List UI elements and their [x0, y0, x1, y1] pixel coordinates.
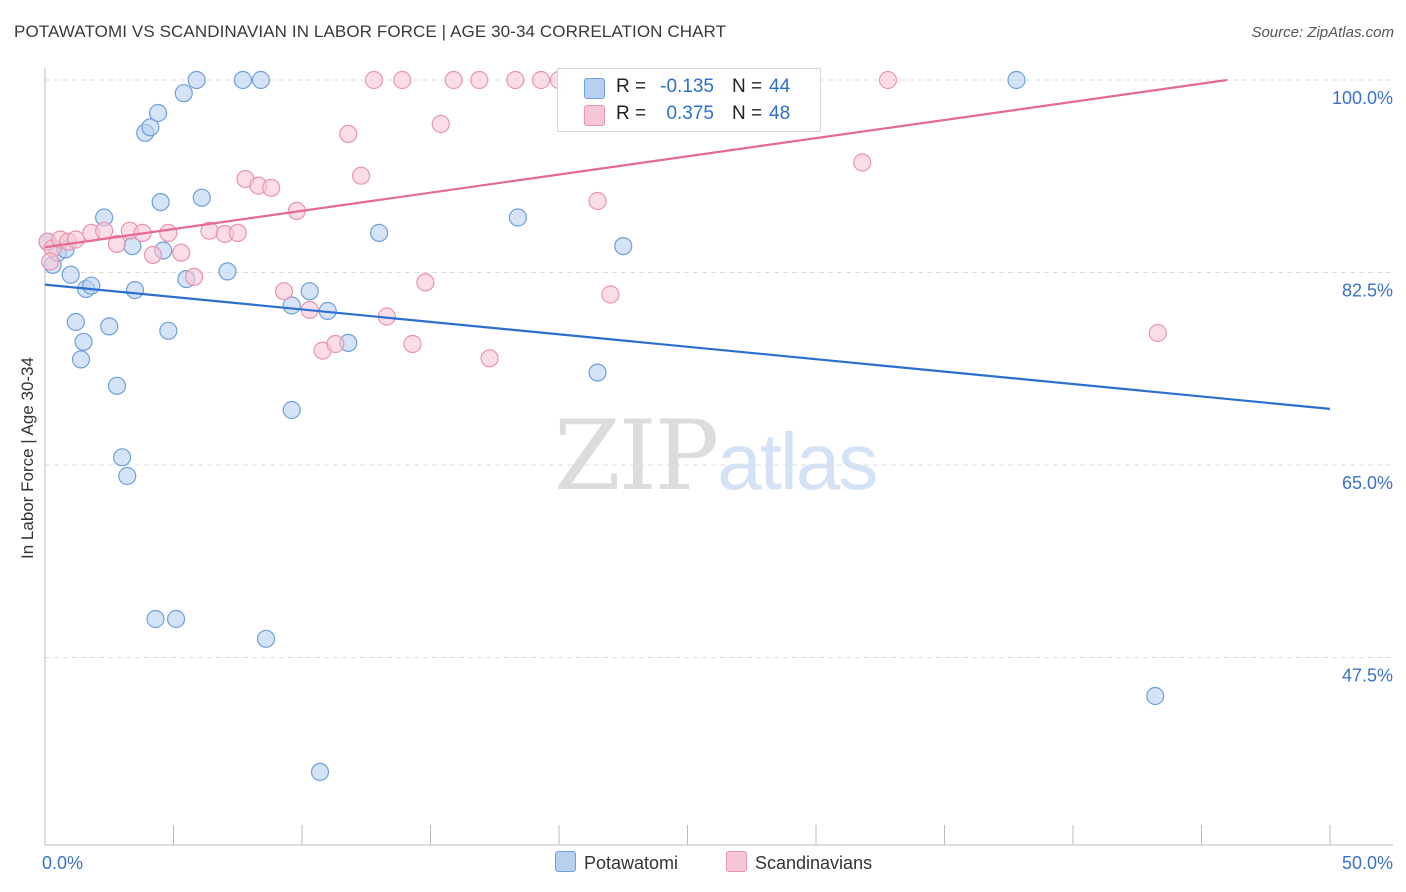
point-potawatomi	[125, 281, 145, 300]
point-scandinavians	[339, 124, 358, 143]
y-axis-label: In Labor Force | Age 30-34	[18, 357, 37, 559]
point-scandinavians	[1148, 323, 1167, 343]
point-scandinavians	[326, 334, 345, 354]
point-scandinavians	[364, 70, 384, 90]
point-potawatomi	[614, 237, 633, 256]
legend-r-value-scandinavians: 0.375	[666, 103, 714, 124]
x-tick-label-min: 0.0%	[42, 853, 83, 873]
point-potawatomi	[82, 276, 101, 295]
x-tick-label-max: 50.0%	[1342, 853, 1393, 873]
point-scandinavians	[588, 191, 607, 211]
point-potawatomi	[148, 103, 168, 123]
point-scandinavians	[853, 153, 872, 172]
y-tick-label: 82.5%	[1342, 281, 1393, 301]
chart-title: POTAWATOMI VS SCANDINAVIAN IN LABOR FORC…	[14, 22, 727, 41]
point-scandinavians	[470, 70, 489, 90]
y-tick-label: 65.0%	[1342, 473, 1393, 493]
legend-swatch-potawatomi	[584, 78, 605, 99]
point-potawatomi	[141, 118, 160, 137]
point-scandinavians	[107, 234, 127, 253]
point-potawatomi	[174, 84, 193, 103]
point-scandinavians	[601, 285, 620, 304]
point-scandinavians	[480, 349, 499, 368]
point-potawatomi	[233, 70, 252, 90]
point-scandinavians	[403, 334, 422, 354]
legend-n-value-scandinavians: 48	[769, 103, 791, 124]
point-scandinavians	[506, 70, 525, 90]
point-scandinavians	[184, 267, 204, 286]
point-scandinavians	[228, 223, 247, 242]
correlation-legend: R = -0.135 N = 44 R = 0.375 N = 48	[557, 68, 821, 132]
trend-line-scandinavians	[44, 78, 1228, 249]
trend-line-potawatomi	[44, 283, 1331, 410]
legend-r-label: R =	[616, 103, 647, 124]
point-potawatomi	[100, 317, 119, 336]
point-potawatomi	[146, 609, 165, 629]
point-potawatomi	[159, 321, 178, 340]
watermark-atlas: atlas	[717, 417, 878, 506]
point-scandinavians	[431, 114, 450, 134]
bottom-legend-swatch-scandinavians	[726, 851, 747, 872]
point-potawatomi	[71, 350, 91, 369]
point-potawatomi	[251, 70, 270, 90]
point-potawatomi	[107, 376, 127, 395]
point-potawatomi	[282, 400, 301, 420]
point-scandinavians	[531, 70, 551, 90]
legend-n-value-potawatomi: 44	[769, 76, 791, 97]
point-scandinavians	[95, 221, 114, 240]
point-scandinavians	[274, 282, 294, 301]
point-scandinavians	[444, 70, 463, 90]
point-scandinavians	[393, 70, 412, 90]
legend-row-potawatomi: R = -0.135 N = 44	[558, 74, 820, 100]
legend-n-label: N =	[732, 76, 763, 97]
point-scandinavians	[416, 273, 435, 292]
point-scandinavians	[66, 230, 85, 249]
point-potawatomi	[1007, 70, 1026, 90]
legend-swatch-scandinavians	[584, 105, 605, 126]
point-scandinavians	[172, 243, 191, 262]
y-tick-label: 100.0%	[1332, 88, 1393, 108]
point-scandinavians	[41, 252, 60, 271]
bottom-legend-potawatomi[interactable]: Potawatomi	[555, 851, 678, 874]
point-potawatomi	[66, 312, 85, 332]
point-potawatomi	[588, 363, 607, 382]
point-scandinavians	[262, 178, 281, 197]
legend-r-label: R =	[616, 76, 647, 97]
point-potawatomi	[74, 332, 93, 351]
bottom-legend-label-scandinavians: Scandinavians	[755, 853, 873, 873]
point-potawatomi	[370, 223, 389, 242]
point-scandinavians	[143, 245, 163, 264]
legend-n-label: N =	[732, 103, 763, 124]
point-potawatomi	[218, 262, 237, 281]
point-scandinavians	[878, 70, 898, 90]
point-potawatomi	[166, 609, 186, 629]
point-potawatomi	[151, 193, 170, 212]
point-potawatomi	[310, 762, 330, 782]
point-potawatomi	[118, 466, 137, 486]
point-scandinavians	[352, 166, 371, 185]
point-potawatomi	[192, 188, 211, 207]
point-potawatomi	[187, 70, 206, 90]
point-potawatomi	[256, 629, 276, 648]
source-credit: Source: ZipAtlas.com	[1251, 24, 1394, 41]
point-potawatomi	[1146, 686, 1165, 706]
bottom-legend-label-potawatomi: Potawatomi	[584, 853, 679, 873]
bottom-legend-scandinavians[interactable]: Scandinavians	[726, 851, 872, 874]
point-potawatomi	[61, 265, 80, 284]
legend-row-scandinavians: R = 0.375 N = 48	[558, 101, 820, 127]
point-scandinavians	[159, 223, 178, 242]
point-potawatomi	[300, 282, 319, 301]
watermark: ZIPatlas	[554, 400, 878, 512]
y-tick-label: 47.5%	[1342, 666, 1393, 686]
legend-r-value-potawatomi: -0.135	[660, 76, 714, 97]
point-potawatomi	[508, 208, 527, 227]
watermark-zip: ZIP	[554, 400, 719, 512]
bottom-legend-swatch-potawatomi	[555, 851, 576, 872]
point-potawatomi	[112, 448, 132, 467]
